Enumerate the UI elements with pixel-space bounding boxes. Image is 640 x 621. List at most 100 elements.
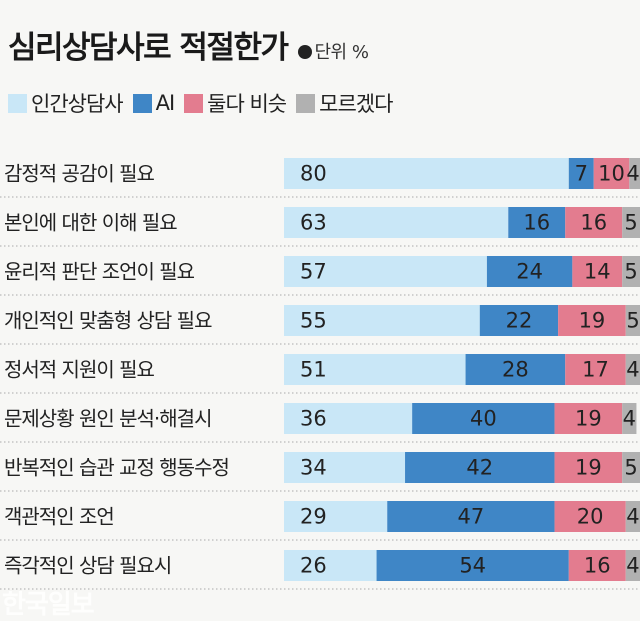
data-label-ai: 28 [502,358,529,382]
data-label-unknown: 4 [626,554,639,578]
legend-swatch-ai [132,93,152,113]
bar-segment-both [554,452,623,483]
category-label: 윤리적 판단 조언이 필요 [4,260,195,284]
data-label-human: 80 [300,162,327,186]
data-label-ai: 22 [506,309,533,333]
bar-segment-unknown [625,305,640,336]
legend-item-both: 둘다 비슷 [184,88,287,118]
bar-segment-both [554,403,623,434]
data-label-human: 57 [300,260,327,284]
chart-title: 심리상담사로 적절한가 [8,30,289,66]
data-label-unknown: 5 [624,260,637,284]
data-label-both: 17 [582,358,609,382]
data-label-both: 16 [584,554,611,578]
legend-item-ai: AI [132,91,176,115]
category-label: 개인적인 맞춤형 상담 필요 [4,309,212,333]
bar-segment-unknown [625,501,640,532]
data-label-both: 16 [580,211,607,235]
chart-header: 심리상담사로 적절한가 단위 % [8,22,369,67]
bar-segment-human [284,256,487,287]
bar-segment-unknown [622,452,640,483]
unit-bullet-icon [297,45,312,59]
unit-label: 단위 % [314,42,369,63]
data-label-human: 55 [300,309,327,333]
chart-legend: 인간상담사 AI 둘다 비슷 모르겠다 [8,88,402,118]
bar-segment-ai [405,452,555,483]
watermark-logo: 한국일보 [2,590,95,620]
data-label-unknown: 5 [624,211,637,235]
data-label-ai: 54 [459,554,486,578]
data-label-ai: 42 [466,456,493,480]
category-label: 정서적 지원이 필요 [4,358,155,382]
data-label-unknown: 4 [626,358,639,382]
bar-segment-ai [479,305,559,336]
bar-segment-ai [412,403,555,434]
data-label-human: 26 [300,554,327,578]
legend-item-unknown: 모르겠다 [296,88,393,118]
bar-segment-human [284,501,388,532]
data-label-both: 19 [579,309,606,333]
data-label-ai: 47 [458,505,485,529]
bar-segment-human [284,305,480,336]
bar-segment-ai [387,501,555,532]
data-label-ai: 40 [470,407,497,431]
data-label-unknown: 4 [626,505,639,529]
category-label: 문제상황 원인 분석·해결시 [4,407,211,431]
data-label-human: 34 [300,456,327,480]
bar-segment-human [284,550,377,581]
bar-segment-both [572,256,623,287]
data-label-ai: 7 [575,162,588,186]
data-label-both: 10 [598,162,625,186]
data-label-unknown: 5 [626,309,639,333]
bar-segment-ai [465,354,566,385]
legend-label-both: 둘다 비슷 [207,92,287,116]
category-label: 객관적인 조언 [4,505,114,529]
bar-segment-human [284,452,406,483]
bar-segment-human [284,207,509,238]
bar-segment-ai [376,550,569,581]
bar-segment-both [568,550,626,581]
bar-segment-human [284,158,569,189]
bar-segment-ai [568,158,594,189]
legend-swatch-unknown [296,93,316,113]
legend-label-unknown: 모르겠다 [319,92,393,116]
data-label-unknown: 4 [626,162,639,186]
data-label-unknown: 4 [623,407,636,431]
data-label-human: 29 [300,505,327,529]
data-label-both: 19 [575,407,602,431]
data-label-human: 63 [300,211,327,235]
data-label-both: 14 [584,260,611,284]
legend-swatch-both [184,93,204,113]
bar-segment-both [554,501,626,532]
bar-segment-unknown [629,158,640,189]
data-label-human: 51 [300,358,327,382]
bar-segment-unknown [625,354,640,385]
bar-segment-both [565,207,623,238]
unit-note: 단위 % [297,38,369,64]
legend-label-ai: AI [155,91,176,115]
bar-segment-both [558,305,626,336]
data-label-both: 19 [575,456,602,480]
bar-segment-ai [486,256,573,287]
data-label-unknown: 5 [624,456,637,480]
legend-label-human: 인간상담사 [31,92,124,116]
bar-segment-unknown [622,207,640,238]
bar-segment-unknown [625,550,640,581]
bar-segment-human [284,354,466,385]
data-label-both: 20 [577,505,604,529]
data-label-ai: 24 [516,260,543,284]
data-label-ai: 16 [523,211,550,235]
bar-segment-unknown [622,403,637,434]
data-label-human: 36 [300,407,327,431]
category-label: 즉각적인 상담 필요시 [4,554,171,578]
bar-segment-human [284,403,413,434]
legend-swatch-human [8,93,27,113]
bar-segment-ai [508,207,566,238]
category-label: 본인에 대한 이해 필요 [4,211,177,235]
bar-segment-both [593,158,630,189]
category-label: 감정적 공감이 필요 [4,162,155,186]
category-label: 반복적인 습관 교정 행동수정 [4,456,229,480]
bar-segment-both [565,354,626,385]
legend-item-human: 인간상담사 [8,88,124,118]
